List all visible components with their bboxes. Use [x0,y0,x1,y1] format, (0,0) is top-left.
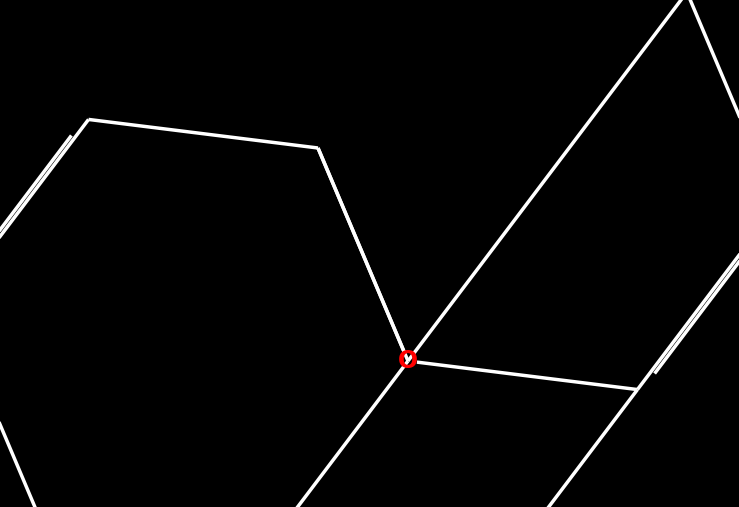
Text: O: O [398,349,418,373]
